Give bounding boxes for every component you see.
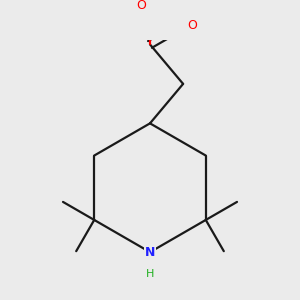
Text: N: N xyxy=(145,246,155,259)
Text: O: O xyxy=(187,19,197,32)
Text: O: O xyxy=(136,0,146,12)
Text: H: H xyxy=(146,269,154,279)
